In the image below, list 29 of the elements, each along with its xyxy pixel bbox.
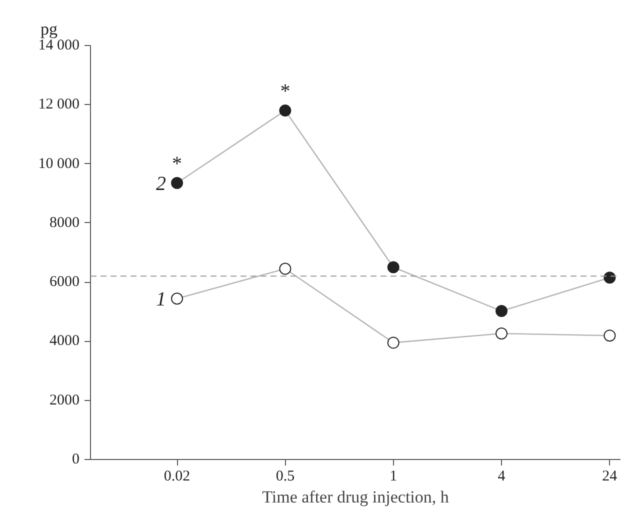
point <box>171 292 184 305</box>
point <box>604 330 616 342</box>
point <box>279 104 292 117</box>
point <box>387 336 400 349</box>
y-tick-label: 0 <box>72 452 80 468</box>
series-label: 2 <box>156 173 166 196</box>
point <box>171 177 184 189</box>
annotation: * <box>172 153 182 176</box>
x-tick-label: 24 <box>602 468 618 484</box>
x-tick-label: 4 <box>498 468 506 484</box>
y-tick-label: 14 000 <box>38 38 80 54</box>
y-tick-label: 4000 <box>50 333 80 350</box>
point <box>604 272 616 284</box>
x-tick-label: 1 <box>390 468 398 484</box>
x-tick-label: 0.02 <box>164 468 190 484</box>
y-tick-label: 10 000 <box>38 156 80 172</box>
x-axis-title: Time after drug injection, h <box>262 488 450 506</box>
point <box>387 261 400 274</box>
point <box>496 328 508 340</box>
y-tick-label: 2000 <box>50 392 80 408</box>
y-tick-label: 6000 <box>50 274 80 290</box>
point <box>279 262 292 275</box>
point <box>496 305 508 318</box>
y-axis-title: pg <box>40 20 58 38</box>
y-tick-label: 12 000 <box>38 96 80 113</box>
x-tick-label: 0.5 <box>276 468 295 484</box>
y-tick-label: 8000 <box>50 214 80 231</box>
series-label: 1 <box>156 288 166 311</box>
annotation: * <box>280 80 290 103</box>
